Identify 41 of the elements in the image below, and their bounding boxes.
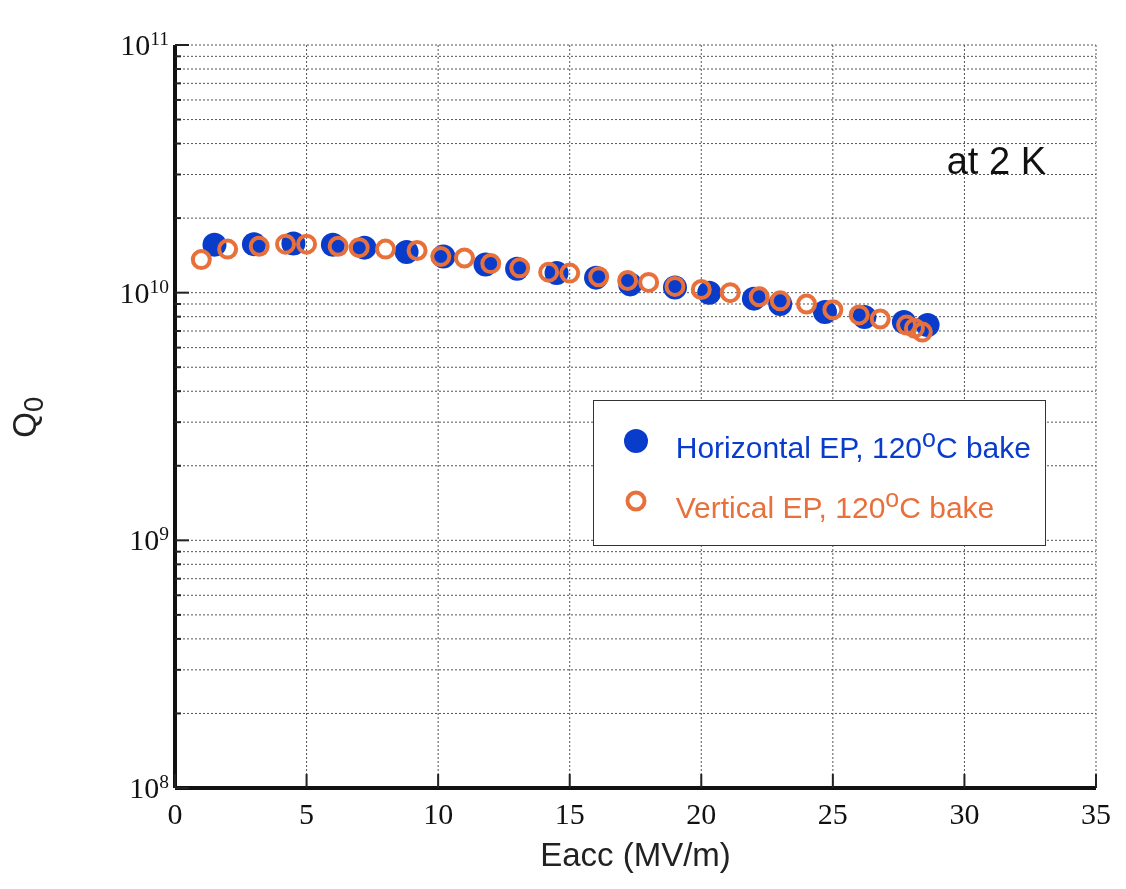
point [719, 282, 741, 304]
point [217, 238, 239, 260]
point [296, 233, 318, 255]
point [903, 317, 925, 339]
x-tick-label: 10 [423, 797, 454, 830]
y-tick-label: 10$^{10}$ [119, 275, 169, 309]
y-tick-label: 10$^{11}$ [120, 27, 169, 61]
y-tick-label: 10$^{8}$ [129, 770, 169, 804]
point [327, 235, 349, 257]
x-tick-label: 15 [554, 797, 585, 830]
point [406, 240, 428, 261]
x-tick-label: 0 [167, 797, 183, 830]
legend-label: Horizontal EP, 120$^{o}$C bake [675, 423, 1031, 466]
point [275, 233, 297, 255]
point [796, 293, 818, 315]
point [538, 261, 560, 283]
point [559, 262, 581, 284]
point [848, 304, 870, 326]
x-tick-label: 5 [299, 797, 315, 830]
point [617, 269, 639, 291]
annotation: at 2 K [946, 140, 1046, 182]
x-axis-title: Eacc (MV/m) [540, 836, 731, 873]
point [911, 321, 933, 343]
point [822, 299, 844, 321]
x-tick-label: 25 [817, 797, 848, 830]
x-tick-label: 30 [949, 797, 980, 830]
point [453, 247, 475, 269]
point [190, 249, 212, 271]
point [690, 278, 712, 300]
x-tick-label: 20 [686, 797, 717, 830]
y-tick-label: 10$^{9}$ [129, 522, 169, 557]
point [248, 235, 270, 257]
point [480, 253, 502, 275]
legend-label: Vertical EP, 120$^{o}$C bake [675, 483, 995, 526]
point [869, 308, 891, 330]
point [748, 286, 770, 308]
point [896, 314, 918, 336]
x-tick-label: 35 [1081, 797, 1111, 830]
point [638, 271, 660, 293]
point [348, 237, 370, 259]
point [375, 238, 397, 260]
